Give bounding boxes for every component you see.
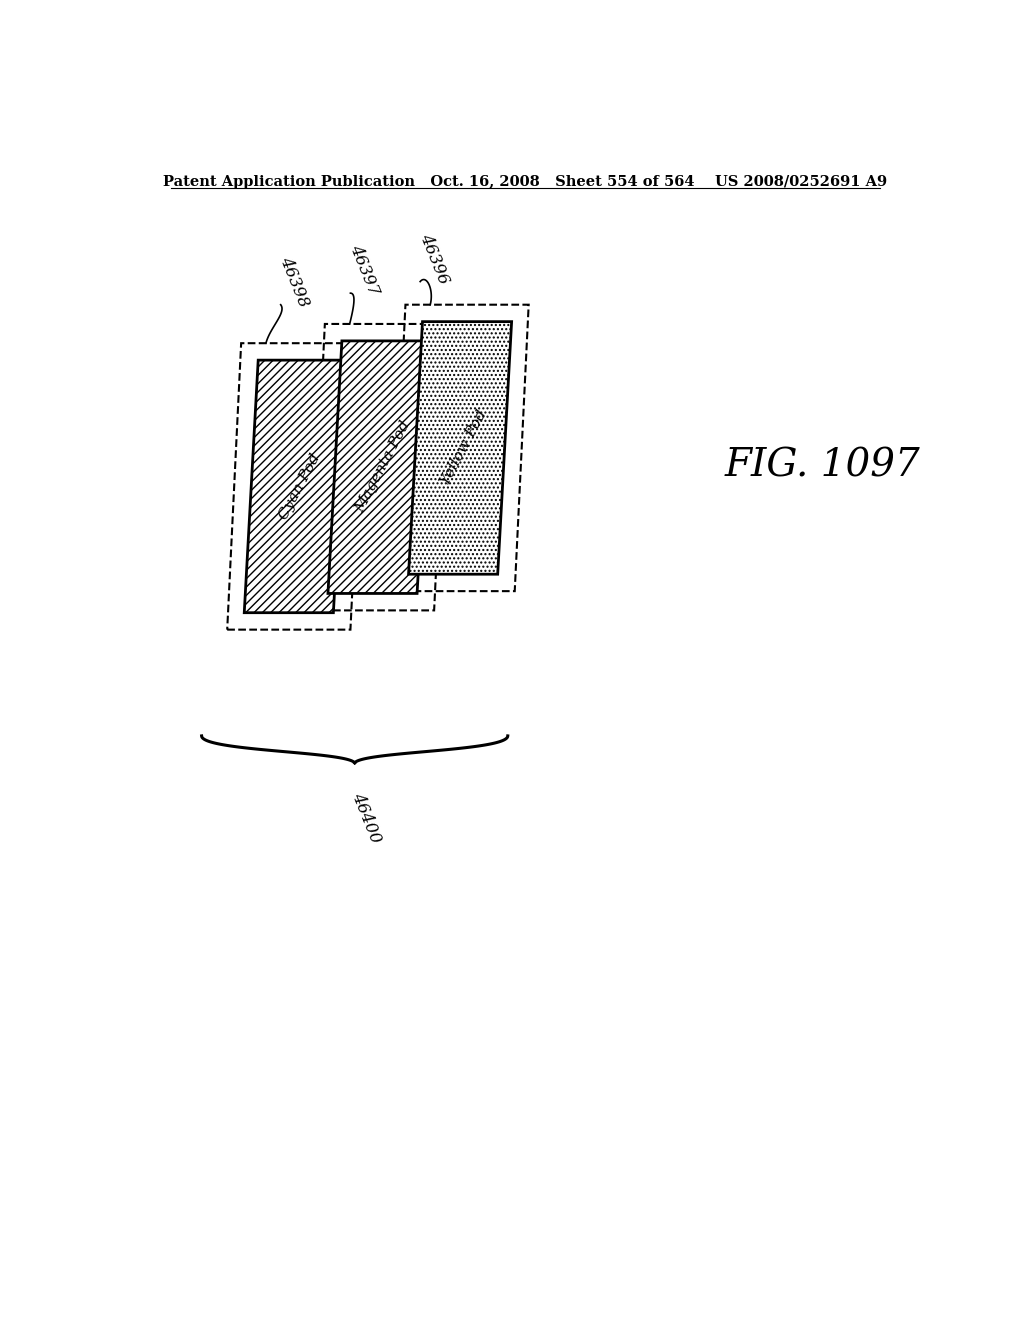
- Polygon shape: [328, 341, 431, 594]
- Text: Magenta Pod: Magenta Pod: [353, 418, 414, 516]
- Text: Patent Application Publication   Oct. 16, 2008   Sheet 554 of 564    US 2008/025: Patent Application Publication Oct. 16, …: [163, 176, 887, 189]
- Text: 46396: 46396: [417, 231, 452, 286]
- Polygon shape: [245, 360, 347, 612]
- Text: 46400: 46400: [348, 789, 384, 845]
- Text: Yellow Pod: Yellow Pod: [438, 408, 489, 488]
- Text: Cyan Pod: Cyan Pod: [276, 451, 323, 521]
- Text: FIG. 1097: FIG. 1097: [725, 447, 921, 484]
- Text: 46397: 46397: [346, 243, 382, 298]
- Text: 46398: 46398: [276, 253, 312, 309]
- Polygon shape: [409, 322, 512, 574]
